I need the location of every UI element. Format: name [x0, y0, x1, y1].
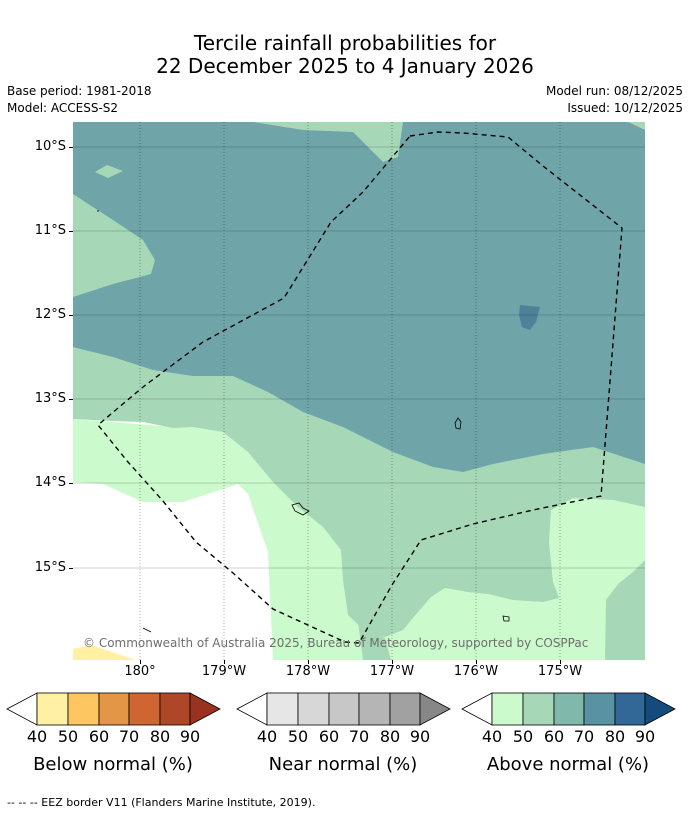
- map-panel[interactable]: © Commonwealth of Australia 2025, Bureau…: [73, 122, 645, 660]
- below-color-80: [159, 692, 191, 726]
- above-50-spot: [95, 165, 123, 178]
- y-tick: [69, 147, 73, 148]
- y-tick: [69, 568, 73, 569]
- issued-date: Issued: 10/12/2025: [567, 101, 683, 115]
- lon-label: 177°W: [369, 664, 415, 679]
- title-line-2: 22 December 2025 to 4 January 2026: [156, 54, 534, 78]
- near-over-arrow: [419, 692, 451, 726]
- below-color-60: [98, 692, 130, 726]
- lat-label: 14°S: [34, 475, 66, 490]
- x-tick: [392, 660, 393, 664]
- colorbar-near: [236, 692, 451, 726]
- lat-label: 13°S: [34, 391, 66, 406]
- above-60-fill-northwest: [73, 122, 133, 142]
- model-name: Model: ACCESS-S2: [7, 101, 119, 115]
- x-tick: [224, 660, 225, 664]
- base-period: Base period: 1981-2018: [7, 84, 152, 98]
- above-tick-label: 50: [512, 727, 534, 746]
- above-tick-label: 70: [573, 727, 595, 746]
- near-tick-label: 80: [379, 727, 401, 746]
- x-tick: [560, 660, 561, 664]
- near-tick-label: 60: [318, 727, 340, 746]
- above-tick-label: 80: [604, 727, 626, 746]
- y-tick: [69, 231, 73, 232]
- above-color-80: [614, 692, 646, 726]
- lat-label: 11°S: [34, 223, 66, 238]
- near-color-40: [266, 692, 299, 726]
- lon-label: 180°: [124, 664, 156, 679]
- below-over-arrow: [189, 692, 221, 726]
- lon-label: 179°W: [201, 664, 247, 679]
- below-color-50: [67, 692, 100, 726]
- near-under-arrow: [236, 692, 268, 726]
- above-50-patch-southeast: [605, 560, 645, 660]
- above-tick-label: 90: [634, 727, 656, 746]
- island: [454, 417, 462, 430]
- above-70-spot: [519, 305, 540, 330]
- title-line-1: Tercile rainfall probabilities for: [193, 31, 497, 55]
- above-tick-label: 60: [543, 727, 565, 746]
- below-tick-label: 70: [118, 727, 140, 746]
- below-tick-label: 90: [179, 727, 201, 746]
- gridlines: [73, 146, 645, 569]
- y-tick: [69, 315, 73, 316]
- lat-label: 10°S: [34, 139, 66, 154]
- above-color-60: [553, 692, 585, 726]
- above-color-70: [583, 692, 616, 726]
- above-color-40: [491, 692, 524, 726]
- above-normal-title: Above normal (%): [486, 754, 650, 775]
- copyright-notice: © Commonwealth of Australia 2025, Bureau…: [83, 636, 589, 650]
- below-under-arrow: [6, 692, 38, 726]
- lon-label: 178°W: [285, 664, 331, 679]
- above-over-arrow: [644, 692, 676, 726]
- below-40-spot: [73, 645, 135, 660]
- colorbar-below: [6, 692, 221, 726]
- model-run: Model run: 08/12/2025: [545, 84, 683, 98]
- near-tick-label: 90: [409, 727, 431, 746]
- near-normal-title: Near normal (%): [268, 754, 418, 775]
- lon-label: 176°W: [453, 664, 499, 679]
- near-color-80: [389, 692, 421, 726]
- near-color-70: [358, 692, 391, 726]
- below-tick-label: 60: [88, 727, 110, 746]
- map-svg: [73, 122, 645, 660]
- above-60-zone: [73, 122, 645, 472]
- x-tick: [140, 660, 141, 664]
- island: [291, 502, 310, 516]
- below-color-70: [128, 692, 161, 726]
- colorbar-above: [461, 692, 676, 726]
- island: [142, 627, 152, 633]
- lat-label: 12°S: [34, 307, 66, 322]
- below-normal-title: Below normal (%): [33, 754, 193, 775]
- eez-border: [97, 131, 623, 644]
- below-tick-label: 80: [149, 727, 171, 746]
- near-color-50: [297, 692, 330, 726]
- y-tick: [69, 399, 73, 400]
- y-tick: [69, 483, 73, 484]
- x-tick: [308, 660, 309, 664]
- lat-label: 15°S: [34, 560, 66, 575]
- below-color-40: [36, 692, 69, 726]
- above-color-50: [522, 692, 555, 726]
- above-tick-label: 40: [481, 727, 503, 746]
- below-tick-label: 50: [57, 727, 79, 746]
- lon-label: 175°W: [537, 664, 583, 679]
- x-tick: [476, 660, 477, 664]
- above-under-arrow: [461, 692, 493, 726]
- island: [502, 615, 510, 622]
- near-tick-label: 50: [287, 727, 309, 746]
- near-color-60: [328, 692, 360, 726]
- near-tick-label: 40: [256, 727, 278, 746]
- near-tick-label: 70: [348, 727, 370, 746]
- eez-footnote: -- -- -- EEZ border V11 (Flanders Marine…: [7, 796, 316, 809]
- below-tick-label: 40: [26, 727, 48, 746]
